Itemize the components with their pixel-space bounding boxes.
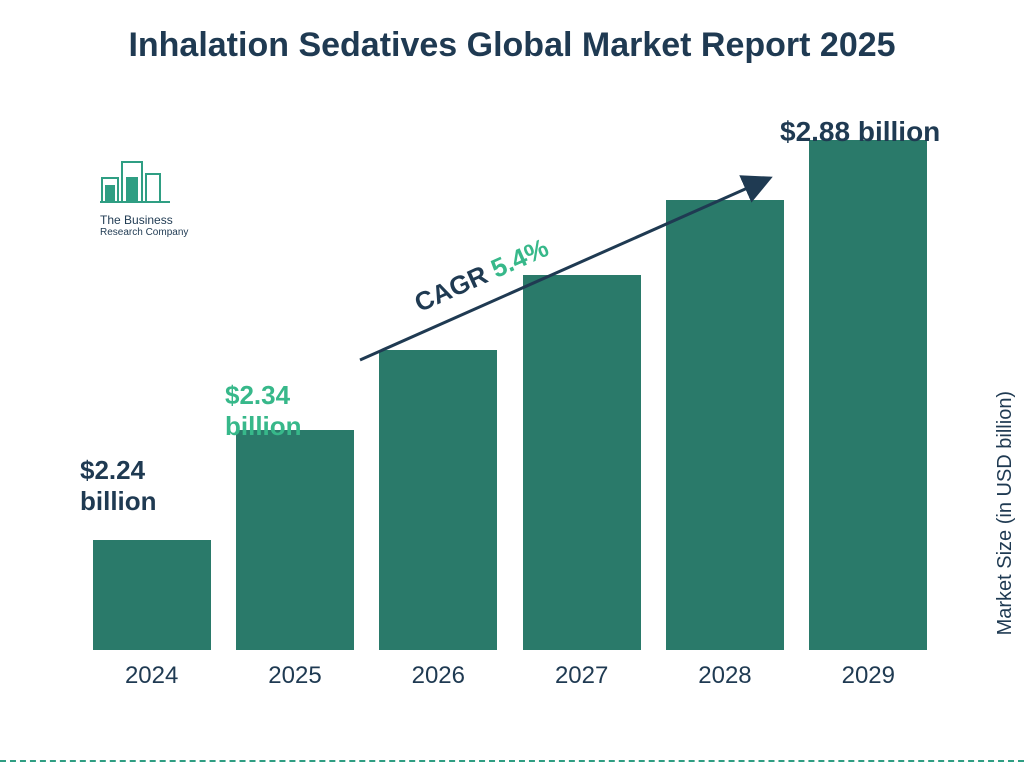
bar-wrap: [82, 540, 222, 650]
bar: [523, 275, 641, 650]
value-label: $2.24billion: [80, 455, 157, 517]
chart-title: Inhalation Sedatives Global Market Repor…: [0, 24, 1024, 67]
bar: [93, 540, 211, 650]
x-axis-label: 2025: [225, 662, 365, 690]
bars-container: [80, 130, 940, 650]
bar-wrap: [225, 430, 365, 650]
bar-wrap: [798, 140, 938, 650]
chart-area: 202420252026202720282029: [80, 130, 940, 690]
bar-wrap: [655, 200, 795, 650]
bar: [236, 430, 354, 650]
bottom-dashed-line: [0, 760, 1024, 762]
x-axis-label: 2026: [368, 662, 508, 690]
x-axis-label: 2029: [798, 662, 938, 690]
bar-wrap: [368, 350, 508, 650]
value-label: $2.34billion: [225, 380, 302, 442]
y-axis-label: Market Size (in USD billion): [995, 391, 1018, 636]
bar: [379, 350, 497, 650]
bar: [809, 140, 927, 650]
x-axis-labels: 202420252026202720282029: [80, 662, 940, 690]
x-axis-label: 2024: [82, 662, 222, 690]
x-axis-label: 2028: [655, 662, 795, 690]
bar-wrap: [512, 275, 652, 650]
bar: [666, 200, 784, 650]
x-axis-label: 2027: [512, 662, 652, 690]
value-label: $2.88 billion: [780, 115, 940, 149]
